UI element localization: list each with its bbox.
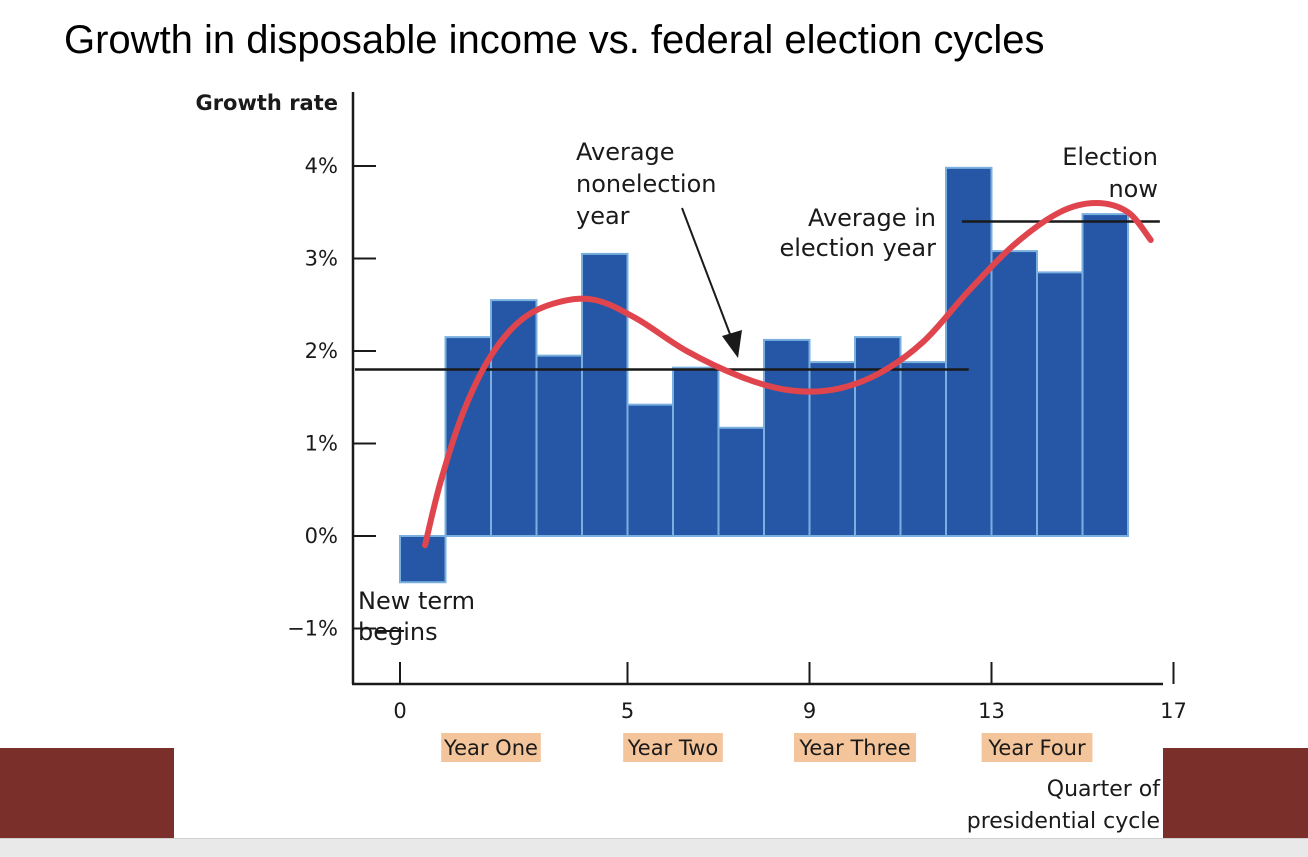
bar-q4 [535, 354, 583, 537]
chart-text: −1% 0% 1% 2% 3% 4% Growth rate 0 5 9 13 17 Year One Y… [195, 91, 1186, 834]
x-tick-label: 9 [803, 699, 816, 723]
annotation-election-now: now [1108, 175, 1158, 203]
bar-q15 [1036, 271, 1084, 537]
annotation-new-term: begins [358, 618, 438, 646]
annotation-arrow-line [681, 207, 734, 343]
annotation-average-election: Average in [808, 204, 936, 232]
bar-q12 [899, 361, 947, 537]
bar-q7 [672, 366, 720, 537]
x-axis-label: presidential cycle [967, 809, 1160, 834]
annotation-average-nonelection: Average [576, 138, 675, 166]
y-tick-label: 4% [305, 154, 338, 178]
year-label: Year One [443, 736, 538, 760]
bar-q14 [990, 250, 1038, 537]
x-tick-label: 0 [393, 699, 406, 723]
trend-curve [422, 200, 1154, 549]
y-axis-label: Growth rate [195, 91, 338, 115]
footer-bar [0, 838, 1308, 857]
y-tick-label: 0% [305, 524, 338, 548]
year-label-band [441, 733, 541, 762]
x-tick-label: 5 [621, 699, 634, 723]
bar-q3 [490, 299, 538, 537]
bar-q16 [1081, 213, 1129, 537]
annotation-average-election: election year [779, 234, 936, 262]
bar-q13 [945, 166, 993, 537]
x-axis-label: Quarter of [1047, 777, 1161, 802]
decorative-block-right [1163, 748, 1308, 838]
bar-q8 [717, 426, 765, 537]
year-label-band [794, 733, 916, 762]
annotation-new-term: New term [358, 587, 475, 615]
y-tick-label: −1% [287, 617, 338, 641]
average-lines [355, 220, 1160, 371]
bar-q9 [763, 338, 811, 537]
annotation-average-nonelection: nonelection [576, 170, 716, 198]
x-tick-label: 17 [1160, 699, 1187, 723]
year-label: Year Four [987, 736, 1086, 760]
bar-q6 [626, 403, 674, 537]
year-label: Year Two [627, 736, 719, 760]
bars [399, 166, 1129, 584]
year-label-band [623, 733, 723, 762]
y-tick-label: 3% [305, 247, 338, 271]
chart-title: Growth in disposable income vs. federal … [64, 18, 1045, 62]
y-tick-label: 1% [305, 432, 338, 456]
year-label: Year Three [798, 736, 910, 760]
x-tick-label: 13 [978, 699, 1005, 723]
annotation-average-nonelection: year [576, 202, 630, 230]
y-tick-label: 2% [305, 339, 338, 363]
decorative-block-left [0, 748, 174, 838]
trend-curve-group [422, 200, 1154, 549]
year-label-band [981, 733, 1093, 762]
annotation-arrowhead [722, 330, 742, 358]
axes [351, 92, 1175, 686]
annotation-election-now: Election [1062, 143, 1158, 171]
